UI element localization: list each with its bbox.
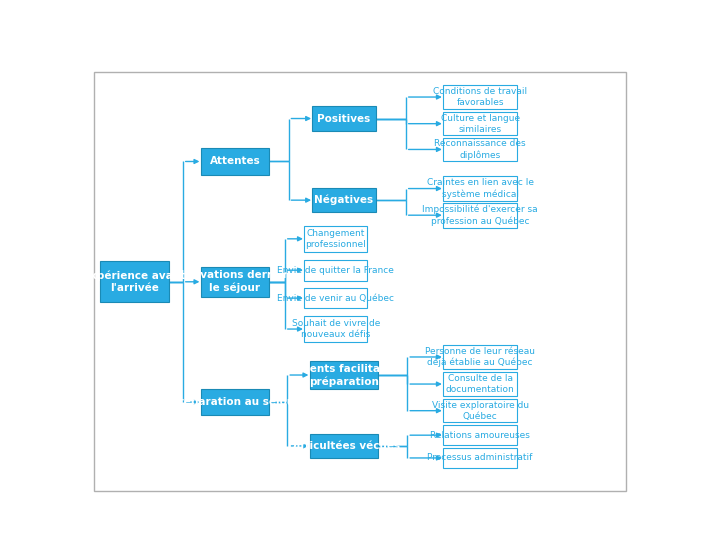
- FancyBboxPatch shape: [94, 72, 626, 492]
- FancyBboxPatch shape: [304, 260, 368, 281]
- FancyBboxPatch shape: [200, 148, 269, 175]
- FancyBboxPatch shape: [443, 85, 517, 109]
- Text: Personne de leur réseau
déjà établie au Québec: Personne de leur réseau déjà établie au …: [425, 347, 535, 367]
- Text: Négatives: Négatives: [314, 195, 373, 205]
- Text: Préparation au séjour: Préparation au séjour: [171, 397, 299, 407]
- FancyBboxPatch shape: [309, 361, 378, 389]
- Text: Craintes en lien avec le
système médical: Craintes en lien avec le système médical: [427, 178, 534, 199]
- Text: Conditions de travail
favorables: Conditions de travail favorables: [433, 87, 527, 107]
- Text: Changement
professionnel: Changement professionnel: [305, 229, 366, 249]
- FancyBboxPatch shape: [443, 399, 517, 422]
- Text: Impossibilité d'exercer sa
profession au Québec: Impossibilité d'exercer sa profession au…: [423, 205, 538, 226]
- Text: Attentes: Attentes: [209, 156, 260, 166]
- FancyBboxPatch shape: [443, 203, 517, 228]
- Text: Envie de venir au Québec: Envie de venir au Québec: [277, 294, 394, 302]
- FancyBboxPatch shape: [443, 112, 517, 135]
- Text: Difficultées vécues: Difficultées vécues: [288, 441, 400, 451]
- FancyBboxPatch shape: [304, 288, 368, 309]
- Text: Processus administratif: Processus administratif: [427, 454, 533, 463]
- Text: Motivations derrière
le séjour: Motivations derrière le séjour: [174, 270, 295, 294]
- Text: Souhait de vivre de
nouveaux défis: Souhait de vivre de nouveaux défis: [292, 319, 380, 339]
- Text: Expérience avant
l'arrivée: Expérience avant l'arrivée: [83, 270, 186, 294]
- FancyBboxPatch shape: [304, 316, 368, 342]
- FancyBboxPatch shape: [200, 267, 269, 297]
- FancyBboxPatch shape: [312, 107, 375, 131]
- FancyBboxPatch shape: [309, 434, 378, 458]
- FancyBboxPatch shape: [443, 344, 517, 369]
- Text: Culture et langue
similaires: Culture et langue similaires: [441, 114, 520, 134]
- Text: Envie de quitter la France: Envie de quitter la France: [277, 266, 394, 275]
- FancyBboxPatch shape: [304, 226, 368, 252]
- Text: Éléments facilitant la
préparation: Éléments facilitant la préparation: [281, 363, 407, 387]
- FancyBboxPatch shape: [312, 188, 375, 212]
- FancyBboxPatch shape: [443, 448, 517, 468]
- Text: Visite exploratoire du
Québec: Visite exploratoire du Québec: [432, 401, 529, 421]
- FancyBboxPatch shape: [443, 425, 517, 445]
- Text: Reconnaissance des
diplômes: Reconnaissance des diplômes: [434, 139, 526, 160]
- FancyBboxPatch shape: [200, 389, 269, 415]
- Text: Consulte de la
documentation: Consulte de la documentation: [446, 374, 515, 394]
- FancyBboxPatch shape: [443, 138, 517, 161]
- FancyBboxPatch shape: [443, 372, 517, 396]
- FancyBboxPatch shape: [443, 176, 517, 201]
- Text: Relations amoureuses: Relations amoureuses: [430, 431, 530, 440]
- Text: Positives: Positives: [317, 113, 370, 123]
- FancyBboxPatch shape: [100, 261, 169, 302]
